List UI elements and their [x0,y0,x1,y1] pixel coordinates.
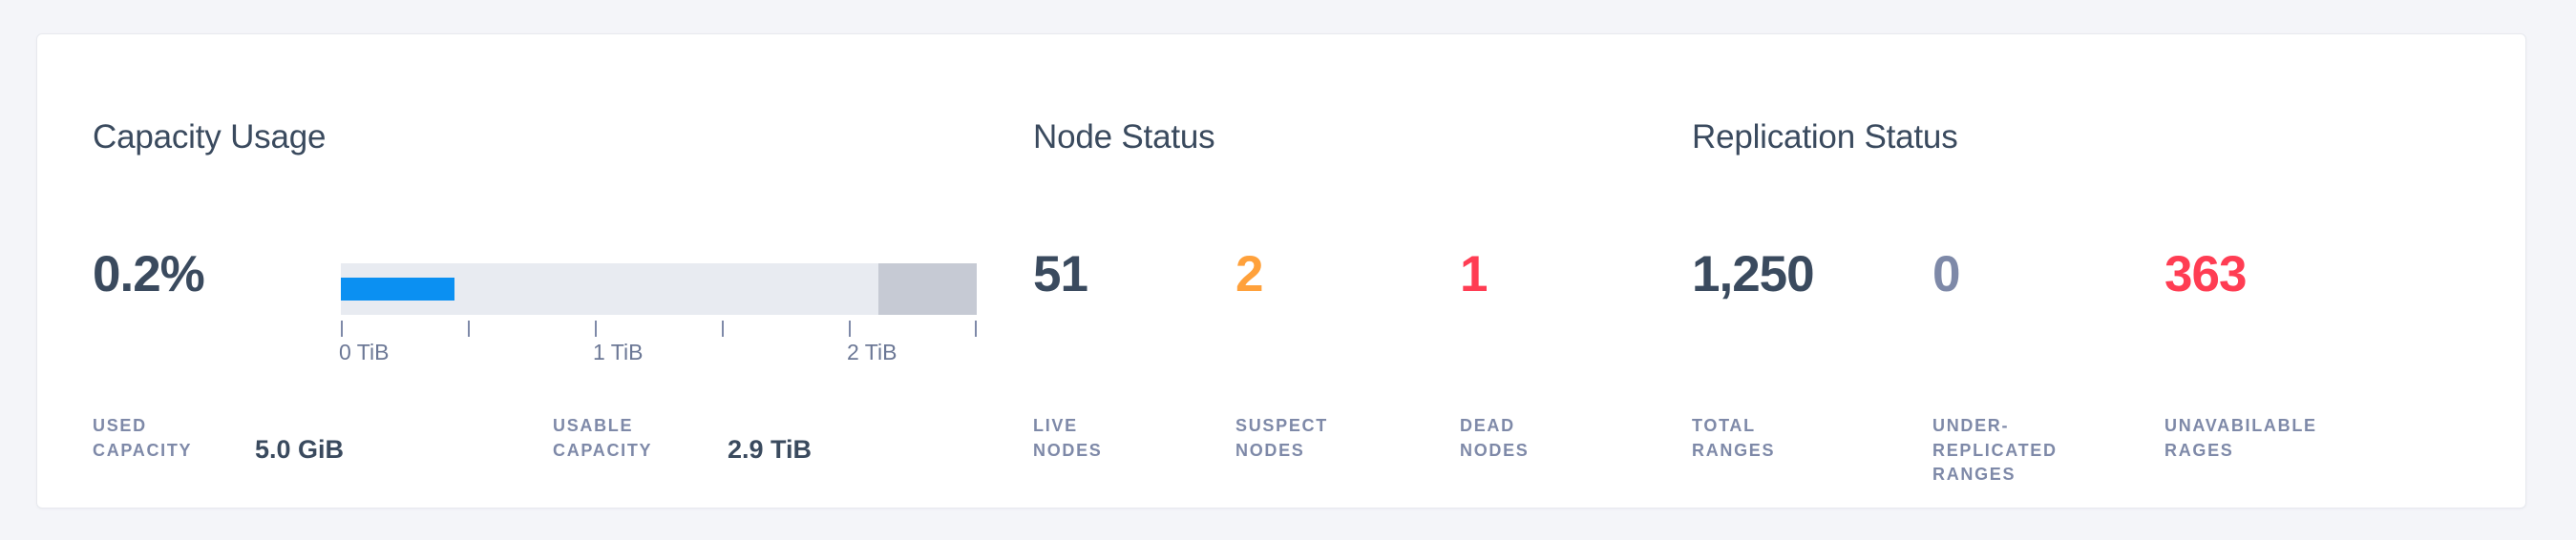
live-nodes-value: 51 [1033,246,1088,302]
suspect-nodes-label: SUSPECT NODES [1235,416,1328,460]
axis-tick [722,321,724,337]
capacity-usage-bar-chart: 0 TiB 1 TiB 2 TiB [339,263,977,368]
axis-tick-label: 2 TiB [847,340,897,364]
used-capacity-value: 5.0 GiB [255,435,345,464]
live-nodes-label: LIVE NODES [1033,416,1103,460]
total-ranges-label: TOTAL RANGES [1692,416,1776,460]
capacity-usage-title: Capacity Usage [93,118,327,156]
capacity-bar-track [341,263,977,315]
capacity-bar-unusable-segment [877,263,977,315]
suspect-nodes-value: 2 [1235,246,1264,302]
axis-tick [595,321,597,337]
capacity-bar-used-fill [341,278,455,301]
used-capacity-label: USED CAPACITY [93,416,193,460]
axis-tick [975,321,977,337]
axis-tick [468,321,470,337]
unavailable-ranges-label: UNAVABILABLE RAGES [2164,416,2317,460]
dead-nodes-label: DEAD NODES [1460,416,1530,460]
axis-tick-label: 0 TiB [339,340,390,364]
usable-capacity-value: 2.9 TiB [728,435,813,464]
axis-tick-label: 1 TiB [593,340,644,364]
replication-status-title: Replication Status [1692,118,1958,156]
usable-capacity-label: USABLE CAPACITY [553,416,653,460]
under-replicated-ranges-value: 0 [1932,246,1961,302]
under-replicated-ranges-label: UNDER- REPLICATED RANGES [1932,416,2058,485]
cluster-summary-card: Capacity Usage 0.2% 0 TiB 1 TiB 2 TiB US… [36,33,2526,509]
capacity-usage-percent: 0.2% [93,246,205,302]
axis-tick [341,321,343,337]
total-ranges-value: 1,250 [1692,246,1815,302]
unavailable-ranges-value: 363 [2164,246,2247,302]
axis-tick [849,321,851,337]
node-status-title: Node Status [1033,118,1215,156]
dead-nodes-value: 1 [1460,246,1489,302]
capacity-bar-axis: 0 TiB 1 TiB 2 TiB [339,315,977,368]
